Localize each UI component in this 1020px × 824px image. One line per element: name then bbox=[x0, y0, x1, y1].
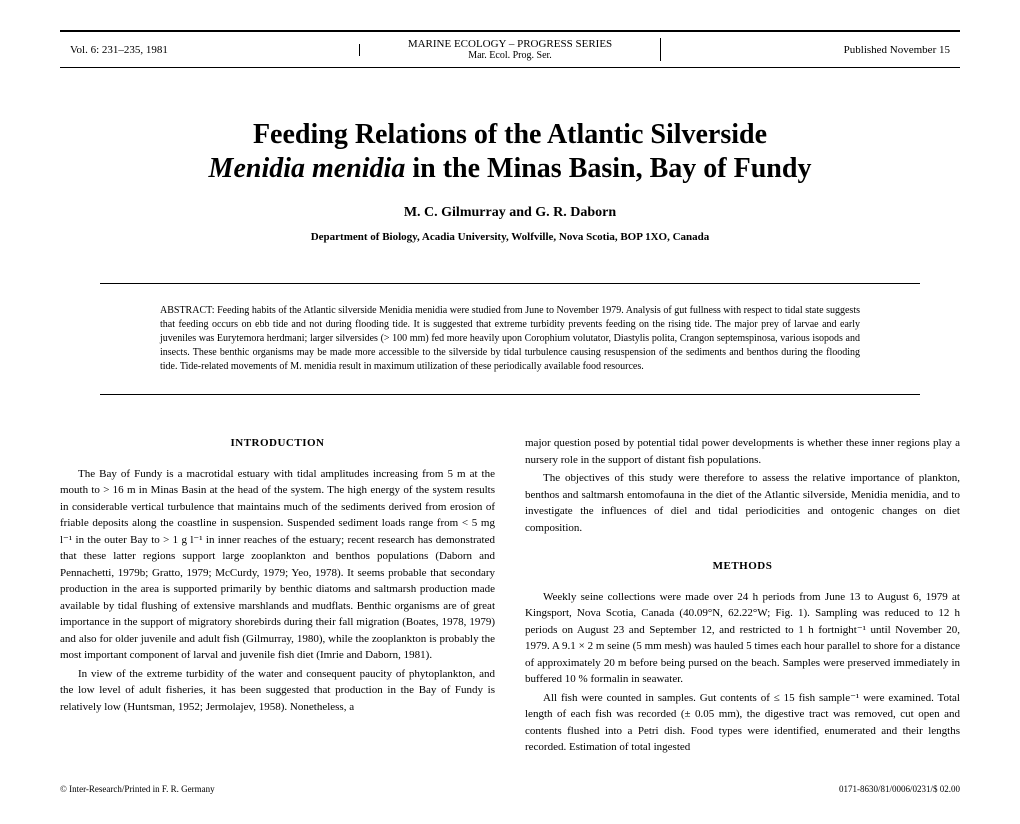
introduction-heading: INTRODUCTION bbox=[60, 435, 495, 452]
objectives-paragraph: The objectives of this study were theref… bbox=[525, 470, 960, 536]
journal-abbrev: Mar. Ecol. Prog. Ser. bbox=[370, 50, 649, 61]
abstract: ABSTRACT: Feeding habits of the Atlantic… bbox=[100, 283, 920, 395]
methods-paragraph-1: Weekly seine collections were made over … bbox=[525, 589, 960, 688]
title-species: Menidia menidia bbox=[209, 153, 406, 184]
abstract-label: ABSTRACT: bbox=[160, 305, 217, 316]
title-line1: Feeding Relations of the Atlantic Silver… bbox=[253, 119, 767, 150]
journal-name: MARINE ECOLOGY – PROGRESS SERIES Mar. Ec… bbox=[360, 38, 660, 61]
journal-title: MARINE ECOLOGY – PROGRESS SERIES bbox=[370, 38, 649, 50]
copyright: © Inter-Research/Printed in F. R. German… bbox=[60, 784, 215, 794]
methods-heading: METHODS bbox=[525, 558, 960, 575]
right-column: major question posed by potential tidal … bbox=[525, 435, 960, 758]
intro-paragraph-2: In view of the extreme turbidity of the … bbox=[60, 666, 495, 716]
article-title: Feeding Relations of the Atlantic Silver… bbox=[60, 118, 960, 185]
intro-continuation: major question posed by potential tidal … bbox=[525, 435, 960, 468]
volume-info: Vol. 6: 231–235, 1981 bbox=[60, 44, 360, 56]
publish-date: Published November 15 bbox=[661, 44, 960, 56]
title-line2-rest: in the Minas Basin, Bay of Fundy bbox=[405, 153, 811, 184]
intro-paragraph-1: The Bay of Fundy is a macrotidal estuary… bbox=[60, 466, 495, 664]
affiliation: Department of Biology, Acadia University… bbox=[60, 231, 960, 243]
methods-paragraph-2: All fish were counted in samples. Gut co… bbox=[525, 690, 960, 756]
page-footer: © Inter-Research/Printed in F. R. German… bbox=[60, 778, 960, 794]
abstract-text: Feeding habits of the Atlantic silversid… bbox=[160, 305, 860, 372]
left-column: INTRODUCTION The Bay of Fundy is a macro… bbox=[60, 435, 495, 758]
authors: M. C. Gilmurray and G. R. Daborn bbox=[60, 205, 960, 221]
journal-header: Vol. 6: 231–235, 1981 MARINE ECOLOGY – P… bbox=[60, 30, 960, 68]
issn-price: 0171-8630/81/0006/0231/$ 02.00 bbox=[839, 784, 960, 794]
body-columns: INTRODUCTION The Bay of Fundy is a macro… bbox=[60, 435, 960, 758]
